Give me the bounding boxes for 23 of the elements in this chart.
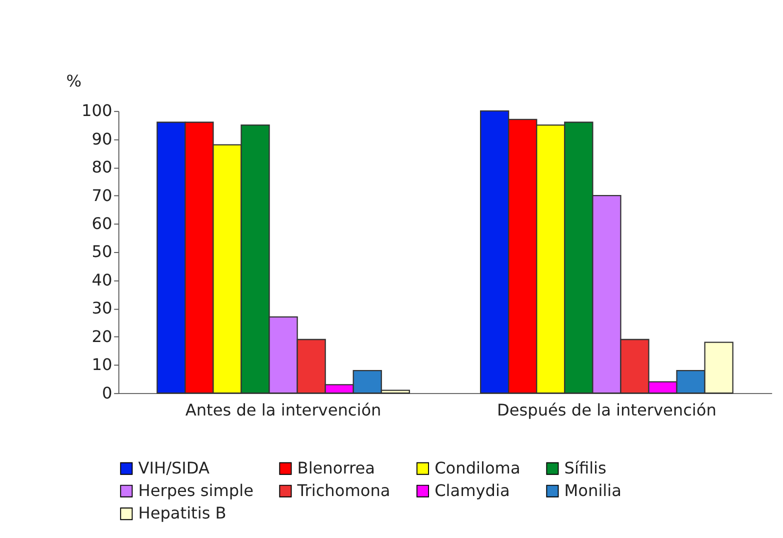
y-tick-label: 0 xyxy=(102,383,112,402)
y-tick-label: 40 xyxy=(92,270,112,290)
legend-label: Clamydia xyxy=(434,480,510,500)
y-tick-label: 10 xyxy=(92,355,112,374)
y-tick-label: 20 xyxy=(92,326,112,346)
y-tick-label: 70 xyxy=(92,186,112,205)
legend-label: Blenorrea xyxy=(297,458,376,478)
y-tick-label: 80 xyxy=(92,158,112,177)
y-tick-label: 60 xyxy=(92,214,112,234)
y-tick-label: 50 xyxy=(92,242,112,262)
y-tick-label: 90 xyxy=(92,129,112,148)
y-tick-label: 30 xyxy=(92,298,112,318)
legend-label: Herpes simple xyxy=(138,480,254,500)
legend-label: Trichomona xyxy=(296,480,390,500)
y-tick-label: 100 xyxy=(81,101,112,120)
legend-label: Condiloma xyxy=(434,458,520,478)
legend-label: Hepatitis B xyxy=(138,504,226,523)
legend-label: Monilia xyxy=(564,480,622,500)
legend-label: Sífilis xyxy=(564,458,606,478)
y-axis-title: % xyxy=(66,71,82,90)
legend-label: VIH/SIDA xyxy=(138,458,210,478)
x-tick-label: Después de la intervención xyxy=(496,400,716,420)
x-tick-label: Antes de la intervención xyxy=(185,400,382,420)
